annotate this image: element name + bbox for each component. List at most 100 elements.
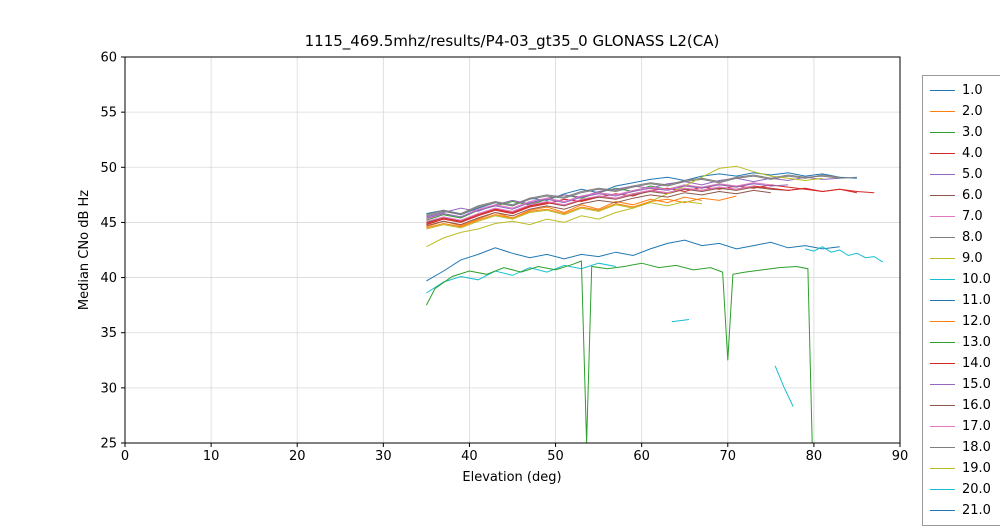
legend-line-swatch (930, 258, 955, 259)
x-tick-label: 50 (547, 449, 564, 464)
legend-line-swatch (930, 363, 955, 364)
legend-line-swatch (930, 489, 955, 490)
legend-item: 9.0 (930, 248, 1000, 269)
series-line-16.0 (426, 189, 771, 227)
series-line-13.0 (425, 260, 813, 443)
legend-item: 16.0 (930, 395, 1000, 416)
y-tick-label: 45 (100, 216, 117, 231)
legend-label: 18.0 (962, 440, 991, 455)
x-axis-label: Elevation (deg) (462, 470, 561, 485)
legend-label: 1.0 (962, 83, 983, 98)
x-tick-label: 30 (375, 449, 392, 464)
legend-item: 18.0 (930, 437, 1000, 458)
x-tick-label: 70 (720, 449, 737, 464)
series-line-12.0 (426, 195, 737, 229)
legend-item: 21.0 (930, 500, 1000, 521)
y-tick-label: 55 (100, 106, 117, 121)
y-tick-label: 60 (100, 51, 117, 66)
x-tick-label: 40 (461, 449, 478, 464)
legend-label: 3.0 (962, 125, 983, 140)
legend-line-swatch (930, 237, 955, 238)
y-tick-label: 50 (100, 161, 117, 176)
y-tick-label: 40 (100, 271, 117, 286)
figure: 0 10 20 30 40 50 60 70 80 90 25 30 35 40 45 50 55 60 1115… (77, 32, 1000, 526)
legend-label: 11.0 (962, 293, 991, 308)
y-tick-label: 30 (100, 381, 117, 396)
legend-label: 14.0 (962, 356, 991, 371)
legend-item: 19.0 (930, 458, 1000, 479)
legend-line-swatch (930, 153, 955, 154)
x-tick-label: 10 (203, 449, 220, 464)
legend-line-swatch (930, 405, 955, 406)
y-tick-label: 35 (100, 326, 117, 341)
legend-item: 3.0 (930, 122, 1000, 143)
legend-item: 11.0 (930, 290, 1000, 311)
series-line-15.0 (426, 183, 789, 219)
legend-label: 6.0 (962, 188, 983, 203)
legend-item: 12.0 (930, 311, 1000, 332)
legend-label: 9.0 (962, 251, 983, 266)
legend-line-swatch (930, 216, 955, 217)
series-line-11.0 (426, 239, 840, 282)
legend-label: 19.0 (962, 461, 991, 476)
series-line-18.0 (426, 174, 857, 216)
legend-line-swatch (930, 300, 955, 301)
legend-line-swatch (930, 384, 955, 385)
series-line-8.0 (426, 174, 840, 217)
y-axis-label: Median CNo dB Hz (77, 190, 92, 310)
legend-line-swatch (930, 132, 955, 133)
legend-label: 20.0 (962, 482, 991, 497)
tick-labels: 0 10 20 30 40 50 60 70 80 90 25 30 35 40 45 50 55 60 (100, 51, 908, 465)
grid-lines (124, 56, 901, 444)
legend-item: 10.0 (930, 269, 1000, 290)
series-line-19.0 (426, 200, 702, 230)
legend-item: 17.0 (930, 416, 1000, 437)
series-line-20.0 (805, 246, 884, 263)
series-line-9.0 (426, 165, 823, 248)
x-tick-label: 90 (892, 449, 909, 464)
legend-line-swatch (930, 426, 955, 427)
plot-border (124, 56, 901, 444)
legend-label: 10.0 (962, 272, 991, 287)
legend-label: 21.0 (962, 503, 991, 518)
legend-label: 7.0 (962, 209, 983, 224)
series-line-10.0 (671, 319, 690, 323)
legend-item: 7.0 (930, 206, 1000, 227)
axes (121, 56, 901, 447)
legend-item: 14.0 (930, 353, 1000, 374)
legend-item: 6.0 (930, 185, 1000, 206)
legend-item: 8.0 (930, 227, 1000, 248)
x-tick-label: 20 (289, 449, 306, 464)
y-tick-label: 25 (100, 437, 117, 452)
legend-item: 15.0 (930, 374, 1000, 395)
legend-label: 17.0 (962, 419, 991, 434)
legend-item: 1.0 (930, 80, 1000, 101)
legend-label: 16.0 (962, 398, 991, 413)
chart-title: 1115_469.5mhz/results/P4-03_gt35_0 GLONA… (305, 32, 720, 51)
legend-item: 13.0 (930, 332, 1000, 353)
legend: 1.0 2.0 3.0 4.0 5.0 6.0 7.0 8.0 9.0 10.0 11.0 12.0 1… (922, 75, 1000, 526)
legend-line-swatch (930, 321, 955, 322)
chart-canvas: 0 10 20 30 40 50 60 70 80 90 25 30 35 40 45 50 55 60 1115… (77, 32, 908, 485)
legend-line-swatch (930, 90, 955, 91)
legend-item: 5.0 (930, 164, 1000, 185)
legend-item: 4.0 (930, 143, 1000, 164)
x-tick-label: 80 (806, 449, 823, 464)
legend-line-swatch (930, 195, 955, 196)
legend-label: 13.0 (962, 335, 991, 350)
series-lines (425, 165, 884, 443)
series-line-20.0 (774, 365, 794, 407)
series-line-17.0 (426, 185, 754, 222)
legend-item: 2.0 (930, 101, 1000, 122)
legend-label: 4.0 (962, 146, 983, 161)
legend-item: 20.0 (930, 479, 1000, 500)
legend-line-swatch (930, 174, 955, 175)
legend-label: 12.0 (962, 314, 991, 329)
legend-line-swatch (930, 447, 955, 448)
legend-label: 5.0 (962, 167, 983, 182)
legend-label: 2.0 (962, 104, 983, 119)
legend-line-swatch (930, 342, 955, 343)
legend-line-swatch (930, 468, 955, 469)
series-line-10.0 (426, 262, 616, 294)
legend-line-swatch (930, 510, 955, 511)
